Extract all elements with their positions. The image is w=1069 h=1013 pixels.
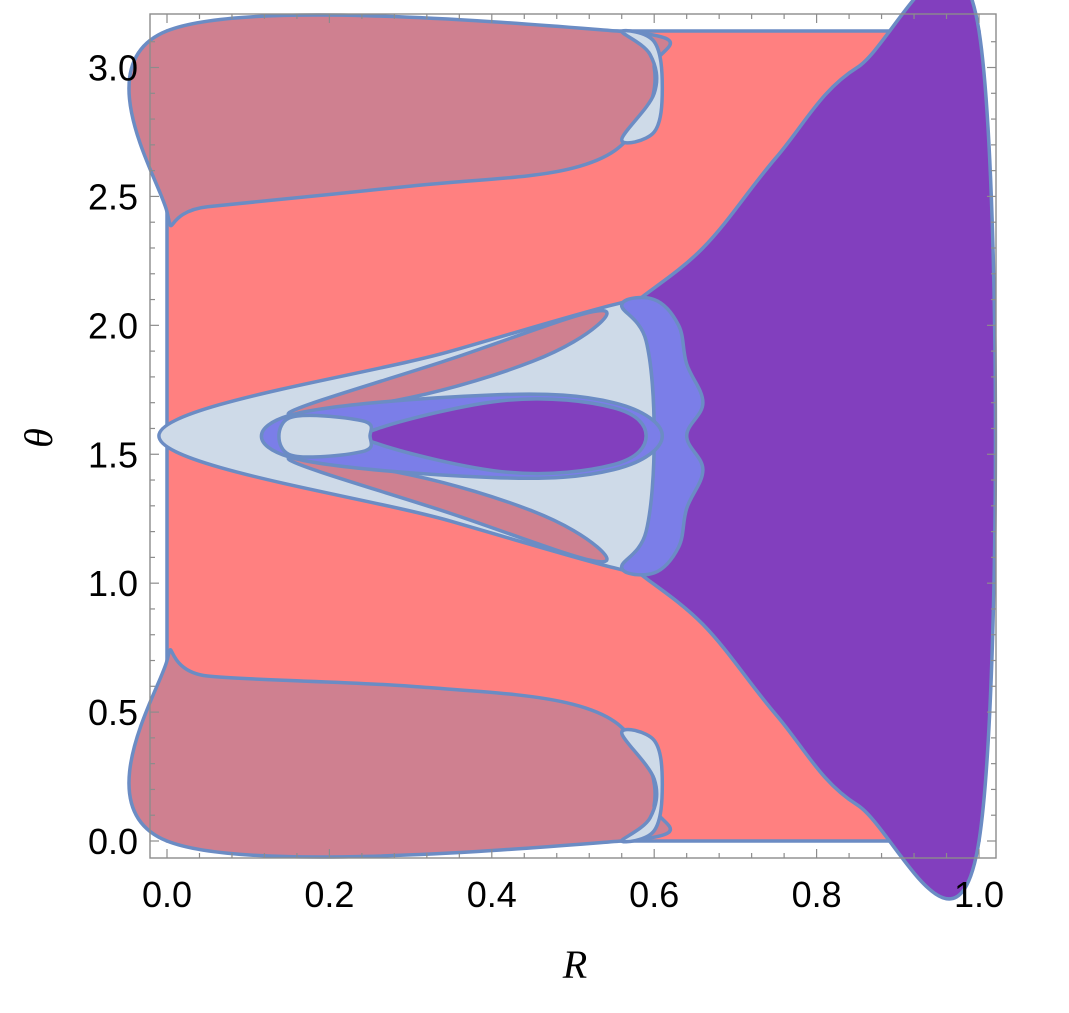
region-small-left-lobe [277, 413, 374, 459]
axis-ticks [150, 14, 996, 858]
plot-frame [149, 13, 997, 859]
y-tick-label: 2.5 [88, 176, 138, 217]
region-upper-left-lobe-rim [619, 28, 665, 145]
region-lower-left-lobe-rim [619, 727, 665, 844]
plot-regions [127, 0, 998, 901]
region-upper-sliver [287, 308, 609, 417]
y-tick-label: 3.0 [88, 48, 138, 89]
x-tick-label: 0.0 [142, 874, 192, 915]
x-tick-label: 1.0 [954, 874, 1004, 915]
y-tick-label: 0.5 [88, 692, 138, 733]
y-tick-label: 1.0 [88, 563, 138, 604]
x-tick-label: 0.4 [467, 874, 517, 915]
y-tick-label: 0.0 [88, 821, 138, 862]
x-axis-label: R [562, 942, 587, 987]
y-tick-label: 2.0 [88, 305, 138, 346]
y-tick-label: 1.5 [88, 434, 138, 475]
region-upper-left-lobe [127, 13, 673, 228]
y-axis-label: θ [16, 428, 61, 448]
x-tick-label: 0.2 [304, 874, 354, 915]
x-tick-label: 0.8 [792, 874, 842, 915]
region-inner-core [358, 397, 648, 476]
x-tick-label: 0.6 [629, 874, 679, 915]
region-lower-sliver [287, 455, 609, 564]
axis-tick-labels: 0.0 0.2 0.4 0.6 0.8 1.0 0.0 0.5 1.0 1.5 2.0 2.5 3.0 [88, 48, 1004, 915]
region-lower-left-lobe [127, 647, 673, 859]
